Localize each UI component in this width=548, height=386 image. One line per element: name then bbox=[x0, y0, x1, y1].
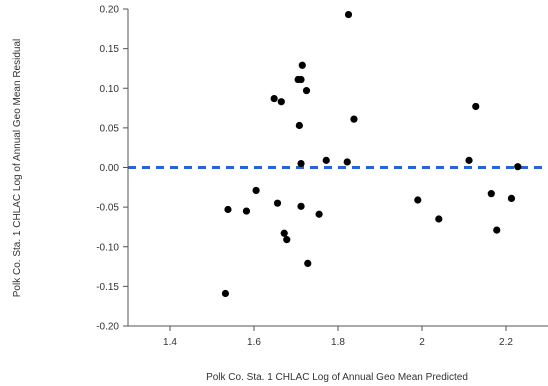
x-tick-label: 1.8 bbox=[331, 337, 345, 348]
data-point bbox=[414, 196, 422, 204]
y-tick-label: -0.15 bbox=[96, 282, 119, 293]
axes: 0.20 0.15 0.10 0.05 0.00 -0.05 -0.10 -0.15 -0.20… bbox=[96, 5, 548, 348]
data-point bbox=[322, 156, 330, 164]
data-point bbox=[297, 75, 305, 84]
plot-area bbox=[128, 10, 548, 298]
data-point bbox=[514, 163, 522, 171]
data-point bbox=[280, 229, 288, 237]
y-tick-label: 0.15 bbox=[100, 44, 120, 55]
data-point bbox=[297, 159, 305, 168]
data-point bbox=[242, 207, 251, 215]
y-tick-label: -0.05 bbox=[96, 203, 119, 214]
data-point bbox=[344, 10, 353, 19]
data-point bbox=[273, 199, 282, 207]
y-tick-label: -0.10 bbox=[96, 242, 119, 253]
x-tick-label: 2.2 bbox=[499, 337, 513, 348]
data-point bbox=[295, 121, 303, 130]
data-point bbox=[472, 102, 480, 111]
data-point bbox=[435, 215, 443, 223]
data-point bbox=[283, 236, 291, 244]
data-point bbox=[487, 190, 495, 198]
data-point bbox=[343, 158, 351, 166]
x-axis-title: Polk Co. Sta. 1 CHLAC Log of Annual Geo … bbox=[206, 372, 468, 383]
y-axis-title: Polk Co. Sta. 1 CHLAC Log of Annual Geo … bbox=[12, 39, 23, 297]
data-point bbox=[507, 194, 516, 203]
y-tick-label: 0.00 bbox=[100, 163, 120, 174]
data-point bbox=[277, 98, 285, 106]
x-tick-label: 1.4 bbox=[163, 337, 177, 348]
data-point bbox=[302, 87, 311, 95]
x-tick-label: 1.6 bbox=[247, 337, 261, 348]
y-tick-label: 0.20 bbox=[100, 5, 120, 16]
data-point bbox=[350, 115, 358, 123]
data-point bbox=[298, 61, 306, 69]
data-point bbox=[297, 202, 305, 210]
y-tick-label: -0.20 bbox=[96, 322, 119, 333]
data-point bbox=[465, 156, 473, 164]
data-point bbox=[252, 186, 260, 195]
y-tick-label: 0.05 bbox=[100, 123, 120, 134]
x-tick-label: 2 bbox=[419, 337, 425, 348]
data-point bbox=[315, 210, 323, 218]
data-point bbox=[304, 259, 312, 267]
data-point bbox=[270, 94, 278, 103]
y-tick-label: 0.10 bbox=[100, 84, 120, 95]
data-point bbox=[221, 289, 230, 298]
data-point bbox=[493, 226, 501, 234]
data-point bbox=[224, 205, 232, 214]
